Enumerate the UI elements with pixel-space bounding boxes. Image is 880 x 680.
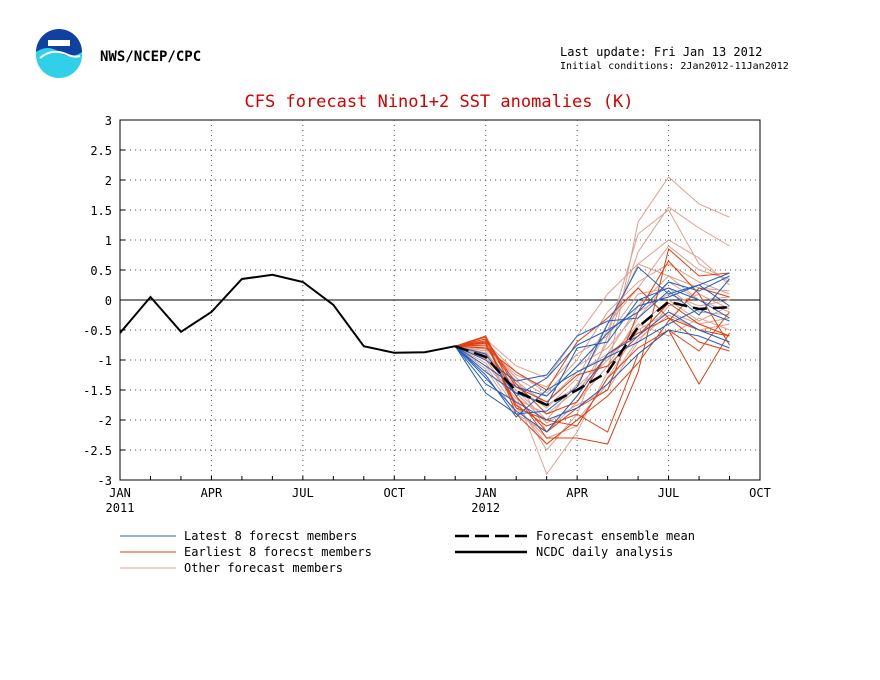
y-tick-label: -1.5 [83, 384, 112, 398]
x-tick-label: JAN [109, 486, 131, 500]
x-tick-label: JUL [292, 486, 314, 500]
other-member-line [455, 263, 730, 379]
latest-member-line [455, 275, 730, 397]
latest-member-line [454, 311, 730, 433]
x-tick-year-label: 2011 [106, 501, 135, 515]
legend-label-earliest: Earliest 8 forecst members [184, 545, 372, 559]
latest-member-line [454, 287, 730, 406]
grid-lines [120, 120, 760, 480]
y-tick-label: 0 [105, 294, 112, 308]
legend-label-mean: Forecast ensemble mean [536, 529, 695, 543]
last-update-label: Last update: Fri Jan 13 2012 [560, 45, 762, 59]
x-tick-label: OCT [749, 486, 771, 500]
earliest-member-line [455, 248, 730, 445]
y-tick-label: 2.5 [90, 144, 112, 158]
y-tick-label: -2.5 [83, 444, 112, 458]
y-tick-label: 1 [105, 234, 112, 248]
y-tick-label: -3 [98, 474, 112, 488]
other-member-line [455, 275, 730, 403]
latest-member-line [454, 284, 730, 397]
ensemble-mean-series [454, 300, 730, 407]
analysis-series [119, 273, 456, 354]
legend-label-other: Other forecast members [184, 561, 343, 575]
y-tick-label: 3 [105, 114, 112, 128]
initial-conditions-label: Initial conditions: 2Jan2012-11Jan2012 [560, 61, 789, 72]
legend-label-latest: Latest 8 forecst members [184, 529, 357, 543]
agency-label: NWS/NCEP/CPC [100, 49, 201, 65]
earliest-member-line [455, 317, 730, 415]
earliest-member-line [455, 287, 730, 391]
latest-member-line [454, 308, 730, 418]
chart-title: CFS forecast Nino1+2 SST anomalies (K) [245, 92, 634, 112]
earliest-member-line [455, 260, 730, 433]
ensemble-mean-line [454, 300, 730, 407]
latest-members-series [454, 266, 730, 433]
y-tick-label: 1.5 [90, 204, 112, 218]
x-tick-label: JUL [658, 486, 680, 500]
x-tick-label: JAN [475, 486, 497, 500]
latest-member-line [454, 266, 730, 415]
analysis-line [119, 273, 456, 354]
y-tick-label: 2 [105, 174, 112, 188]
y-tick-label: -1 [98, 354, 112, 368]
y-tick-label: -2 [98, 414, 112, 428]
legend: Latest 8 forecst members Earliest 8 fore… [120, 529, 695, 575]
y-tick-label: -0.5 [83, 324, 112, 338]
earliest-members-series [455, 248, 730, 445]
x-tick-label: OCT [383, 486, 405, 500]
latest-member-line [454, 329, 730, 421]
y-axis: -3 -2.5 -2 -1.5 -1 -0.5 0 0.5 1 1.5 2 2.5 3 [83, 114, 125, 488]
other-member-line [455, 263, 730, 394]
earliest-member-line [455, 311, 730, 433]
y-tick-label: 0.5 [90, 264, 112, 278]
legend-label-analysis: NCDC daily analysis [536, 545, 673, 559]
noaa-logo-icon [36, 29, 82, 78]
x-tick-label: APR [566, 486, 588, 500]
x-tick-label: APR [201, 486, 223, 500]
earliest-member-line [455, 302, 730, 403]
x-tick-year-label: 2012 [471, 501, 500, 515]
latest-member-line [454, 278, 730, 382]
